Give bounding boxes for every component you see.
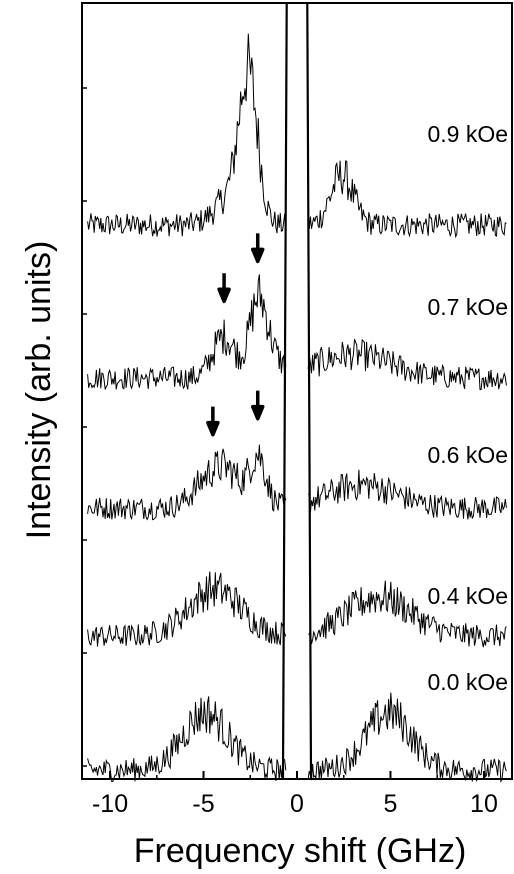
x-axis-title: Frequency shift (GHz) (134, 832, 467, 870)
spectrum-label: 0.9 kOe (427, 121, 508, 147)
spectrum-trace (87, 571, 287, 647)
x-tick-label: 5 (384, 790, 398, 818)
y-axis-ticks (82, 87, 87, 767)
peak-arrow (250, 390, 265, 421)
spectrum-trace (307, 692, 507, 783)
spectra-traces (87, 33, 507, 783)
x-tick-label: -10 (92, 790, 128, 818)
central-elastic-peak (281, 2, 313, 780)
peak-arrow (206, 406, 220, 437)
spectrum-label: 0.4 kOe (427, 583, 508, 609)
spectrum-trace (87, 444, 287, 521)
spectrum-label: 0.7 kOe (427, 294, 508, 320)
spectrum-trace (87, 696, 287, 783)
spectrum-trace (307, 160, 507, 239)
x-axis-ticks: -10 -5 0 5 10 (92, 771, 498, 818)
x-tick-label: 10 (470, 790, 498, 818)
spectrum-trace (87, 274, 287, 390)
spectrum-trace (308, 580, 507, 648)
x-tick-label: 0 (290, 790, 304, 818)
peak-arrow (250, 233, 265, 264)
elastic-peak-line (281, 2, 313, 780)
y-axis-title: Intensity (arb. units) (20, 241, 58, 540)
peak-arrow (217, 273, 231, 304)
spectrum-label: 0.0 kOe (427, 669, 508, 695)
spectrum-trace (307, 469, 507, 520)
x-tick-label: -5 (192, 790, 214, 818)
spectrum-label: 0.6 kOe (427, 442, 508, 468)
spectrum-labels: 0.9 kOe 0.7 kOe 0.6 kOe 0.4 kOe 0.0 kOe (427, 121, 508, 695)
plot-frame (81, 2, 513, 780)
spectrum-trace (307, 338, 507, 391)
peak-arrows (206, 233, 265, 437)
spectrum-trace (87, 33, 287, 237)
